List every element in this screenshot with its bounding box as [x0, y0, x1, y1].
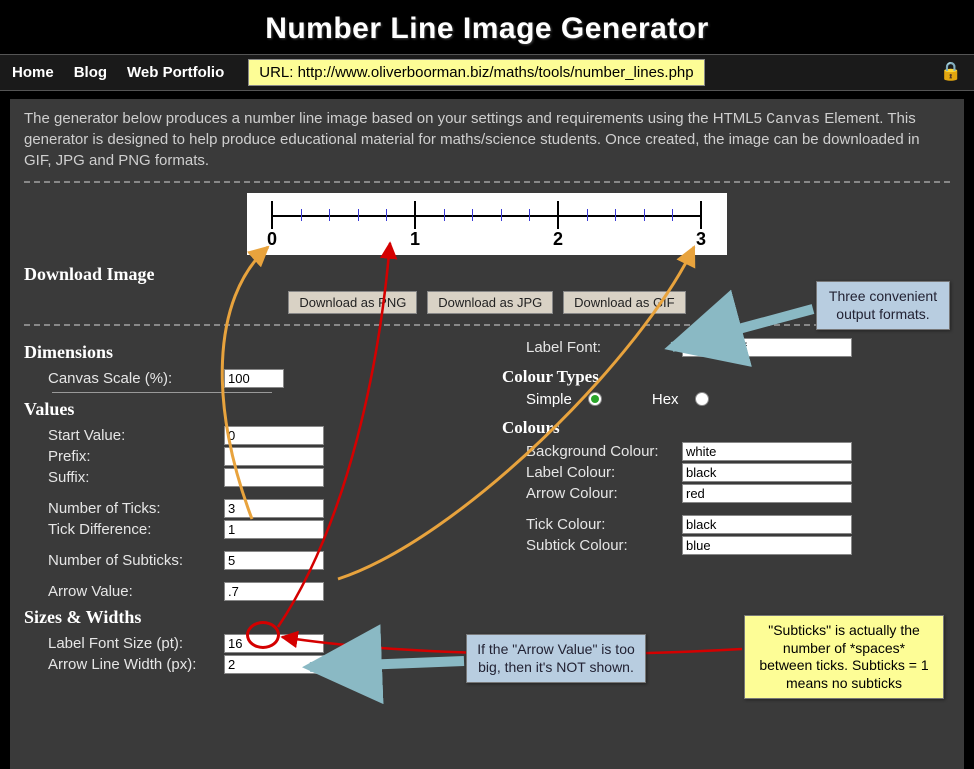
- download-buttons: Download as PNG Download as JPG Download…: [24, 291, 950, 314]
- numberline-preview: 0 1 2 3: [247, 193, 727, 255]
- tick-diff-input[interactable]: [224, 520, 324, 539]
- subtick-colour-input[interactable]: [682, 536, 852, 555]
- hex-radio[interactable]: [695, 392, 709, 406]
- section-colours: Colours: [502, 418, 950, 438]
- download-jpg-button[interactable]: Download as JPG: [427, 291, 553, 314]
- prefix-label: Prefix:: [24, 448, 224, 465]
- arrow-colour-input[interactable]: [682, 484, 852, 503]
- simple-label: Simple: [526, 391, 572, 408]
- start-value-label: Start Value:: [24, 427, 224, 444]
- arrow-value-label: Arrow Value:: [24, 583, 224, 600]
- intro-canvas-word: Canvas: [766, 111, 820, 128]
- colour-type-radios: Simple Hex: [502, 391, 950, 408]
- numberline-subtick: [529, 209, 530, 221]
- num-ticks-label: Number of Ticks:: [24, 500, 224, 517]
- canvas-scale-label: Canvas Scale (%):: [24, 370, 224, 387]
- suffix-label: Suffix:: [24, 469, 224, 486]
- top-nav: Home Blog Web Portfolio URL: http://www.…: [0, 54, 974, 91]
- simple-radio[interactable]: [588, 392, 602, 406]
- numberline-tick-label: 2: [553, 229, 563, 250]
- num-subticks-label: Number of Subticks:: [24, 552, 224, 569]
- page-title: Number Line Image Generator: [0, 0, 974, 54]
- numberline-tick-label: 1: [410, 229, 420, 250]
- suffix-input[interactable]: [224, 468, 324, 487]
- numberline-subtick: [587, 209, 588, 221]
- label-colour-label: Label Colour:: [502, 464, 682, 481]
- section-dimensions: Dimensions: [24, 342, 472, 363]
- label-font-input[interactable]: [682, 338, 852, 357]
- divider: [24, 181, 950, 183]
- label-fontsize-input[interactable]: [224, 634, 324, 653]
- section-download: Download Image: [24, 264, 950, 285]
- numberline-subtick: [386, 209, 387, 221]
- numberline-tick: [414, 201, 416, 229]
- numberline-subtick: [329, 209, 330, 221]
- numberline-tick-label: 3: [696, 229, 706, 250]
- section-values: Values: [24, 399, 472, 420]
- intro-text: The generator below produces a number li…: [24, 109, 950, 171]
- num-ticks-input[interactable]: [224, 499, 324, 518]
- tick-colour-label: Tick Colour:: [502, 516, 682, 533]
- numberline-subtick: [672, 209, 673, 221]
- numberline-subtick: [444, 209, 445, 221]
- numberline-subtick: [301, 209, 302, 221]
- canvas-scale-input[interactable]: [224, 369, 284, 388]
- arrow-value-input[interactable]: [224, 582, 324, 601]
- anno-subticks: "Subticks" is actually the number of *sp…: [744, 615, 944, 699]
- url-callout: URL: http://www.oliverboorman.biz/maths/…: [248, 59, 704, 86]
- anno-arrow-value: If the "Arrow Value" is too big, then it…: [466, 634, 646, 683]
- bg-colour-input[interactable]: [682, 442, 852, 461]
- label-font-label: Label Font:: [502, 339, 682, 356]
- numberline-axis: [272, 215, 702, 217]
- left-column: Dimensions Canvas Scale (%): Values Star…: [24, 336, 472, 676]
- numberline-preview-wrap: 0 1 2 3: [24, 193, 950, 258]
- numberline-subtick: [501, 209, 502, 221]
- subtick-colour-label: Subtick Colour:: [502, 537, 682, 554]
- numberline-subtick: [472, 209, 473, 221]
- arrow-colour-label: Arrow Colour:: [502, 485, 682, 502]
- bg-colour-label: Background Colour:: [502, 443, 682, 460]
- nav-blog[interactable]: Blog: [74, 64, 107, 81]
- start-value-input[interactable]: [224, 426, 324, 445]
- prefix-input[interactable]: [224, 447, 324, 466]
- nav-home[interactable]: Home: [12, 64, 54, 81]
- section-colour-types: Colour Types: [502, 367, 950, 387]
- numberline-subtick: [358, 209, 359, 221]
- label-fontsize-label: Label Font Size (pt):: [24, 635, 224, 652]
- tick-diff-label: Tick Difference:: [24, 521, 224, 538]
- anno-formats: Three convenient output formats.: [816, 281, 950, 330]
- nav-portfolio[interactable]: Web Portfolio: [127, 64, 224, 81]
- arrow-width-label: Arrow Line Width (px):: [24, 656, 224, 673]
- tick-colour-input[interactable]: [682, 515, 852, 534]
- label-colour-input[interactable]: [682, 463, 852, 482]
- arrow-width-input[interactable]: [224, 655, 324, 674]
- numberline-subtick: [615, 209, 616, 221]
- lock-icon: 🔒: [940, 61, 962, 82]
- numberline-subtick: [644, 209, 645, 221]
- num-subticks-input[interactable]: [224, 551, 324, 570]
- numberline-tick: [700, 201, 702, 229]
- divider: [24, 324, 950, 326]
- numberline-tick: [557, 201, 559, 229]
- intro-part1: The generator below produces a number li…: [24, 110, 766, 127]
- download-png-button[interactable]: Download as PNG: [288, 291, 417, 314]
- hex-label: Hex: [652, 391, 679, 408]
- section-sizes: Sizes & Widths: [24, 607, 472, 628]
- thin-divider: [52, 392, 272, 393]
- numberline-tick-label: 0: [267, 229, 277, 250]
- download-gif-button[interactable]: Download as GIF: [563, 291, 685, 314]
- content-panel: The generator below produces a number li…: [10, 99, 964, 769]
- numberline-tick: [271, 201, 273, 229]
